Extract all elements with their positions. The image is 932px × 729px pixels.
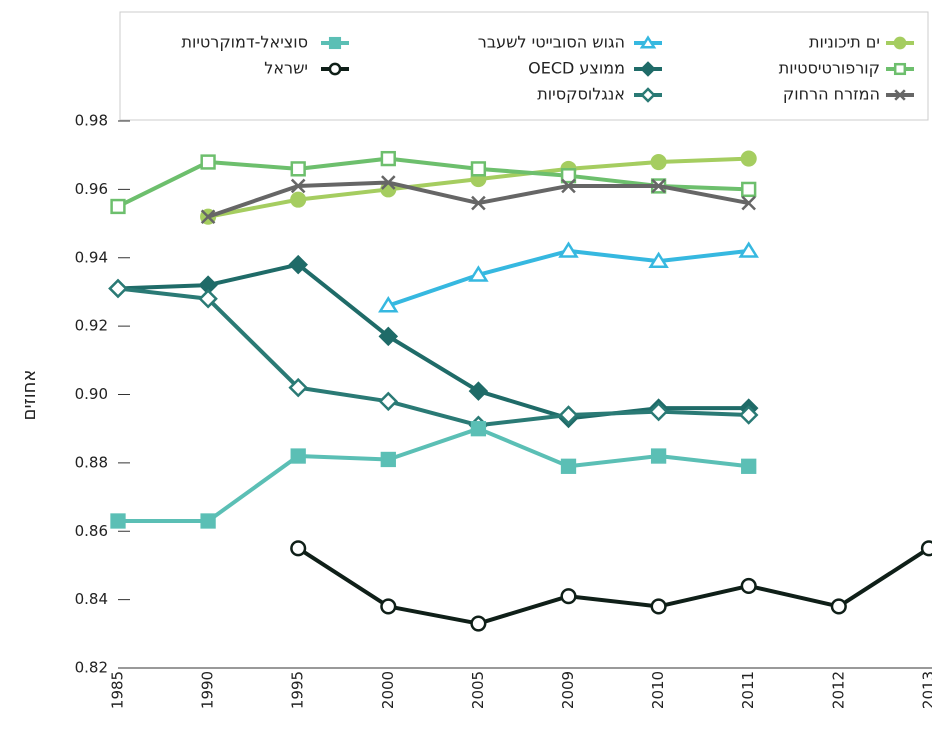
point bbox=[378, 391, 399, 412]
legend-box bbox=[119, 11, 929, 121]
series-line bbox=[297, 546, 930, 626]
point bbox=[380, 451, 396, 468]
point bbox=[288, 254, 308, 275]
point bbox=[468, 265, 489, 282]
y-tick-label: 0.88 bbox=[75, 453, 108, 471]
point bbox=[558, 405, 579, 425]
legend-marker bbox=[328, 62, 342, 76]
y-tick-label: 0.90 bbox=[75, 385, 108, 403]
legend-marker bbox=[640, 87, 656, 103]
legend-marker bbox=[893, 36, 907, 50]
point bbox=[290, 178, 306, 194]
point bbox=[561, 178, 576, 194]
point bbox=[648, 401, 669, 422]
series-line bbox=[117, 262, 749, 421]
point bbox=[290, 540, 307, 557]
point bbox=[648, 251, 669, 269]
series-line bbox=[117, 286, 749, 428]
point bbox=[200, 209, 216, 225]
x-tick-label: 2010 bbox=[649, 671, 667, 709]
x-tick-label: 1990 bbox=[199, 671, 217, 709]
point bbox=[470, 615, 487, 632]
point bbox=[650, 598, 667, 615]
x-tick-label: 1995 bbox=[289, 671, 307, 709]
point bbox=[290, 161, 306, 177]
legend-marker bbox=[328, 36, 342, 50]
legend-label: אנגלוסקסיות bbox=[537, 85, 625, 104]
point bbox=[741, 181, 757, 198]
point bbox=[381, 175, 396, 190]
x-tick-label: 2000 bbox=[379, 671, 397, 709]
point bbox=[378, 296, 399, 313]
point bbox=[198, 289, 218, 309]
y-tick-label: 0.98 bbox=[75, 112, 108, 130]
legend-marker bbox=[640, 61, 656, 77]
point bbox=[468, 381, 489, 401]
x-tick-label: 2013 bbox=[919, 671, 932, 709]
point bbox=[920, 540, 932, 557]
point bbox=[741, 458, 757, 474]
x-tick-label: 2009 bbox=[559, 671, 577, 709]
point bbox=[651, 178, 666, 194]
point bbox=[471, 195, 486, 211]
point bbox=[290, 191, 307, 208]
y-tick-label: 0.96 bbox=[75, 180, 108, 198]
legend-label: ים תיכוניות bbox=[809, 33, 880, 52]
point bbox=[738, 405, 759, 425]
point bbox=[290, 448, 306, 464]
y-tick-label: 0.94 bbox=[75, 248, 108, 266]
point bbox=[470, 161, 487, 177]
legend-label: קורפורטיסטיות bbox=[779, 59, 880, 78]
point bbox=[560, 588, 577, 605]
x-tick-label: 2012 bbox=[829, 671, 847, 709]
y-tick-label: 0.84 bbox=[75, 590, 108, 608]
point bbox=[200, 154, 216, 170]
legend-label: ממוצע OECD bbox=[528, 59, 625, 78]
point bbox=[470, 421, 487, 437]
point bbox=[110, 513, 126, 529]
point bbox=[110, 198, 126, 215]
point bbox=[740, 150, 757, 167]
point bbox=[380, 150, 396, 167]
series-line bbox=[118, 426, 749, 523]
x-tick-label: 1985 bbox=[109, 671, 127, 709]
point bbox=[650, 153, 667, 171]
point bbox=[650, 448, 667, 464]
legend-marker bbox=[893, 62, 907, 76]
point bbox=[560, 458, 577, 474]
legend-label: הגוש הסובייטי לשעבר bbox=[478, 33, 625, 52]
point bbox=[741, 195, 756, 211]
point bbox=[738, 241, 759, 258]
y-tick-label: 0.82 bbox=[75, 659, 108, 677]
point bbox=[740, 577, 757, 595]
point bbox=[558, 241, 579, 258]
point bbox=[380, 598, 397, 615]
legend-label: ישראל bbox=[264, 59, 308, 78]
point bbox=[288, 377, 308, 398]
point bbox=[108, 278, 128, 299]
y-axis-label: אחוזים bbox=[19, 370, 40, 421]
point bbox=[830, 598, 847, 615]
y-tick-label: 0.86 bbox=[75, 522, 108, 540]
point bbox=[378, 326, 399, 347]
x-tick-label: 2011 bbox=[739, 671, 757, 709]
legend-label: המזרח הרחוק bbox=[783, 85, 880, 104]
legend-marker bbox=[894, 89, 906, 101]
x-tick-label: 2005 bbox=[469, 671, 487, 709]
y-tick-label: 0.92 bbox=[75, 317, 108, 335]
series-line bbox=[387, 248, 749, 308]
point bbox=[200, 513, 216, 529]
legend-label: סוציאל-דמוקרטיות bbox=[181, 33, 308, 52]
point bbox=[560, 168, 577, 184]
legend-marker bbox=[639, 35, 657, 49]
